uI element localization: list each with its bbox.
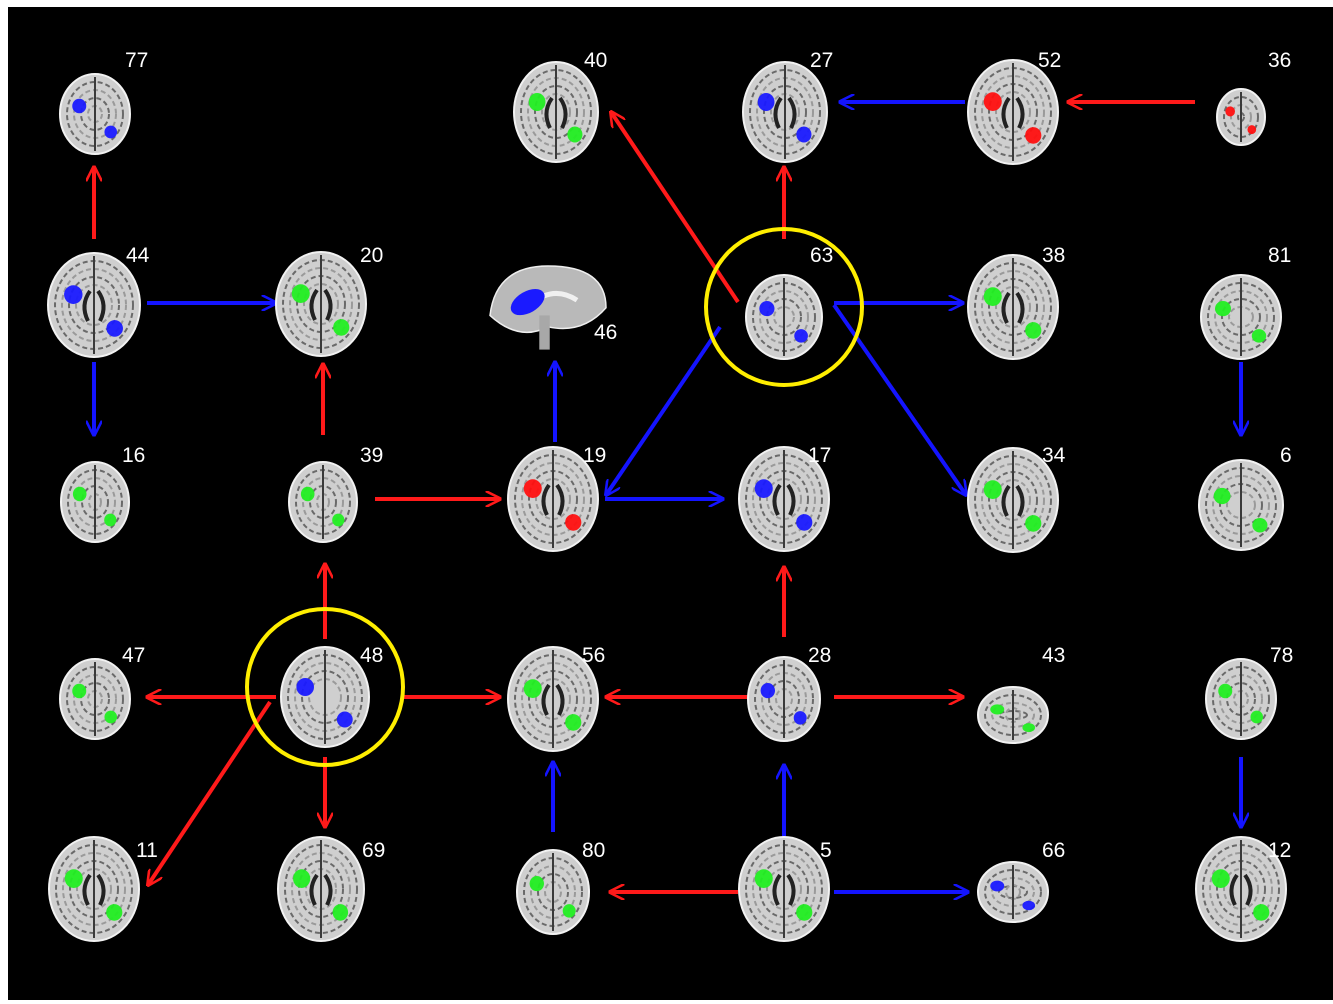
brain-node-36: 36 xyxy=(1216,49,1291,146)
edge-63-to-40 xyxy=(611,112,740,304)
node-label-63: 63 xyxy=(810,244,833,267)
brain-node-40: 40 xyxy=(513,49,607,163)
edge-63-to-34 xyxy=(832,303,966,495)
node-label-46: 46 xyxy=(594,321,617,344)
brain-node-27: 27 xyxy=(742,49,833,163)
brain-slice-image xyxy=(1216,88,1266,146)
brain-node-34: 34 xyxy=(967,444,1066,553)
edge-48-to-11 xyxy=(148,700,272,885)
brain-slice-image xyxy=(977,861,1049,923)
highlight-layer xyxy=(245,227,864,767)
brain-slice-image xyxy=(513,61,599,163)
node-label-44: 44 xyxy=(126,244,150,267)
diagram-panel: 77 40 27 52 36 44 20 46 63 38 81 16 39 19 17 34 6 47 48 56 2… xyxy=(8,7,1333,1000)
node-label-20: 20 xyxy=(360,244,383,267)
edge-63-to-19 xyxy=(606,325,722,495)
brain-slice-image xyxy=(280,646,370,748)
brain-slice-image xyxy=(277,836,365,942)
node-label-48: 48 xyxy=(360,644,383,667)
node-label-19: 19 xyxy=(583,444,606,467)
brain-slice-image xyxy=(1200,274,1282,360)
brain-slice-image xyxy=(59,658,131,740)
brain-node-6: 6 xyxy=(1198,444,1292,551)
node-label-6: 6 xyxy=(1280,444,1292,467)
node-label-39: 39 xyxy=(360,444,383,467)
node-label-40: 40 xyxy=(584,49,607,72)
brain-slice-image xyxy=(507,446,599,552)
brain-slice-image xyxy=(747,656,821,742)
brain-node-43: 43 xyxy=(977,644,1065,744)
brain-slice-image xyxy=(738,836,830,942)
brain-slice-image xyxy=(60,461,130,543)
brain-node-48: 48 xyxy=(280,644,383,748)
brain-node-12: 12 xyxy=(1195,836,1291,942)
node-label-77: 77 xyxy=(125,49,148,72)
node-label-56: 56 xyxy=(582,644,605,667)
brain-slice-image xyxy=(742,61,828,163)
brain-node-19: 19 xyxy=(507,444,606,552)
node-label-78: 78 xyxy=(1270,644,1293,667)
brain-slice-image xyxy=(507,646,599,752)
brain-node-44: 44 xyxy=(47,244,150,358)
brain-node-16: 16 xyxy=(60,444,145,543)
brain-slice-image xyxy=(967,59,1059,165)
brain-node-28: 28 xyxy=(747,644,831,742)
brain-node-5: 5 xyxy=(738,836,832,942)
brain-node-69: 69 xyxy=(277,836,385,942)
brain-slice-image xyxy=(738,446,830,552)
node-label-11: 11 xyxy=(136,839,158,862)
edges-layer xyxy=(94,102,1241,892)
node-label-47: 47 xyxy=(122,644,145,667)
brain-slice-image xyxy=(745,274,823,360)
brain-network-diagram: 77 40 27 52 36 44 20 46 63 38 81 16 39 19 17 34 6 47 48 56 2… xyxy=(47,49,1293,942)
brain-slice-image xyxy=(489,265,607,350)
brain-node-38: 38 xyxy=(967,244,1065,360)
node-label-17: 17 xyxy=(808,444,831,467)
node-label-12: 12 xyxy=(1268,839,1291,862)
node-label-38: 38 xyxy=(1042,244,1065,267)
node-label-34: 34 xyxy=(1042,444,1066,467)
brain-node-52: 52 xyxy=(967,49,1061,165)
brain-slice-image xyxy=(47,252,141,358)
brain-node-11: 11 xyxy=(48,836,158,942)
brain-slice-image xyxy=(288,461,358,543)
node-label-27: 27 xyxy=(810,49,833,72)
nodes-layer: 77 40 27 52 36 44 20 46 63 38 81 16 39 19 17 34 6 47 48 56 2… xyxy=(47,49,1293,942)
brain-node-77: 77 xyxy=(59,49,148,155)
brain-node-80: 80 xyxy=(516,839,605,935)
brain-node-39: 39 xyxy=(288,444,383,543)
brain-node-17: 17 xyxy=(738,444,831,552)
node-label-80: 80 xyxy=(582,839,605,862)
brain-node-56: 56 xyxy=(507,644,605,752)
node-label-5: 5 xyxy=(820,839,832,862)
brain-slice-image xyxy=(59,73,131,155)
brain-slice-image xyxy=(1205,658,1277,740)
brain-slice-image xyxy=(977,686,1049,744)
highlight-circle-63 xyxy=(704,227,864,387)
brain-slice-image xyxy=(1195,836,1287,942)
highlight-circle-48 xyxy=(245,607,405,767)
brain-slice-image xyxy=(275,251,367,357)
brain-slice-image xyxy=(516,849,590,935)
brain-node-46: 46 xyxy=(489,265,617,350)
brain-node-20: 20 xyxy=(275,244,383,357)
node-label-43: 43 xyxy=(1042,644,1065,667)
node-label-28: 28 xyxy=(808,644,831,667)
brain-node-63: 63 xyxy=(745,244,833,360)
node-label-69: 69 xyxy=(362,839,385,862)
brain-node-78: 78 xyxy=(1205,644,1293,740)
brain-slice-image xyxy=(1198,459,1284,551)
node-label-16: 16 xyxy=(122,444,145,467)
node-label-81: 81 xyxy=(1268,244,1291,267)
brain-slice-image xyxy=(967,254,1059,360)
brain-node-66: 66 xyxy=(977,839,1065,923)
brain-slice-image xyxy=(967,447,1059,553)
node-label-66: 66 xyxy=(1042,839,1065,862)
brain-slice-image xyxy=(48,836,140,942)
brain-node-81: 81 xyxy=(1200,244,1291,360)
node-label-52: 52 xyxy=(1038,49,1061,72)
node-label-36: 36 xyxy=(1268,49,1291,72)
brain-node-47: 47 xyxy=(59,644,145,740)
